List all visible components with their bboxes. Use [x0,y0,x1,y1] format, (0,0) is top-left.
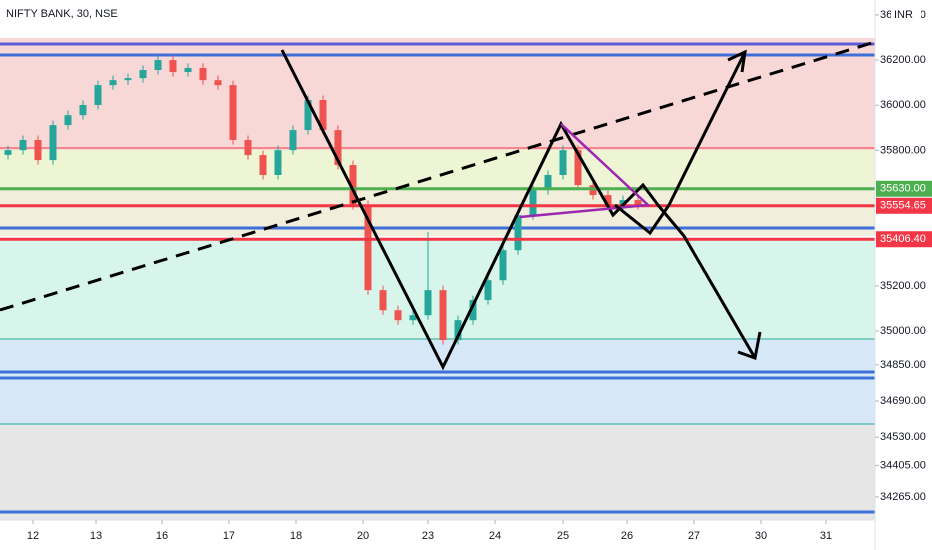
x-tick-label: 26 [621,530,633,542]
level-label-box [876,180,932,197]
candle-body [79,104,87,116]
candle-body [64,115,72,126]
candle-body [49,125,57,161]
x-tick-label: 31 [820,530,832,542]
candle-body [19,139,27,151]
candle-body [124,78,132,81]
candle-body [604,195,612,206]
x-tick-label: 25 [557,530,569,542]
triangle [519,123,651,219]
y-tick-label: 35200.00 [880,280,926,292]
x-tick-label: 18 [290,530,302,542]
candle-body [424,290,432,316]
y-tick-label: 34405.00 [880,459,926,471]
candle-body [394,310,402,321]
y-tick-label: 36200.00 [880,54,926,66]
annotations [0,40,876,371]
candle-body [289,130,297,151]
projection-down [656,204,757,359]
x-tick-label: 13 [90,530,102,542]
candle-body [529,190,537,216]
candle-body [409,315,417,321]
arrow-head [727,49,747,73]
candle-body [4,150,12,155]
y-tick-label: 36000.00 [880,99,926,111]
x-tick-label: 23 [422,530,434,542]
x-tick-label: 17 [223,530,235,542]
candle-body [379,290,387,311]
candle-body [169,60,177,73]
projection-up [614,51,747,236]
level-label: 35630.00 [880,183,926,195]
candle-body [334,130,342,166]
drawings [0,38,875,520]
level-label-box [876,197,932,214]
candle-body [259,155,267,175]
plot [0,55,875,345]
x-tick-label: 27 [688,530,700,542]
candle-body [34,139,42,161]
y-tick-label: 34850.00 [880,359,926,371]
candle-body [364,205,372,291]
candle-body [439,290,447,341]
candle-body [634,200,642,206]
candle-body [514,215,522,251]
candle-body [499,250,507,281]
candle-body [484,280,492,301]
candle-body [319,100,327,131]
y-tick-label: 35800.00 [880,144,926,156]
arrow-head [737,331,762,360]
x-tick-label: 12 [27,530,39,542]
y-tick-label: 34530.00 [880,431,926,443]
zone [0,38,875,150]
candle-body [469,300,477,321]
y-tick-label: 34690.00 [880,395,926,407]
candle-body [454,320,462,341]
currency-label: INR [894,9,913,21]
time-axis [0,520,875,550]
x-tick-label: 16 [156,530,168,542]
candle-body [559,150,567,175]
candle-body [619,200,627,206]
chart-title: NIFTY BANK, 30, NSE [6,8,118,20]
y-tick-label: 34265.00 [880,491,926,503]
zone [0,150,875,186]
candle-body [109,80,117,86]
zone [0,238,875,340]
candle-body [349,165,357,206]
x-tick-label: 24 [489,530,501,542]
candle-body [214,80,222,86]
candle-body [229,85,237,140]
y-tick-label: 35000.00 [880,325,926,337]
currency-box [891,7,921,22]
candle-body [544,174,552,191]
zone [0,425,875,520]
candle-body [274,150,282,175]
candle-body [139,69,147,79]
candle-body [154,60,162,70]
axes: 36400.0036200.0036000.0035800.0035200.00… [27,7,932,542]
level-label: 35554.65 [880,200,926,212]
candle-body [244,139,252,156]
level-label: 35406.40 [880,233,926,245]
x-tick-label: 30 [755,530,767,542]
candle-body [304,100,312,131]
price-axis [875,0,932,550]
candle-body [94,85,102,105]
candle-body [199,67,207,81]
candle-body [184,67,192,73]
x-tick-label: 20 [357,530,369,542]
candle-body [574,150,582,186]
level-label-box [876,231,932,248]
